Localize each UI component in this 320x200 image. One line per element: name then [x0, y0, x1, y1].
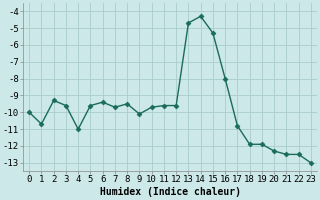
X-axis label: Humidex (Indice chaleur): Humidex (Indice chaleur): [100, 187, 241, 197]
